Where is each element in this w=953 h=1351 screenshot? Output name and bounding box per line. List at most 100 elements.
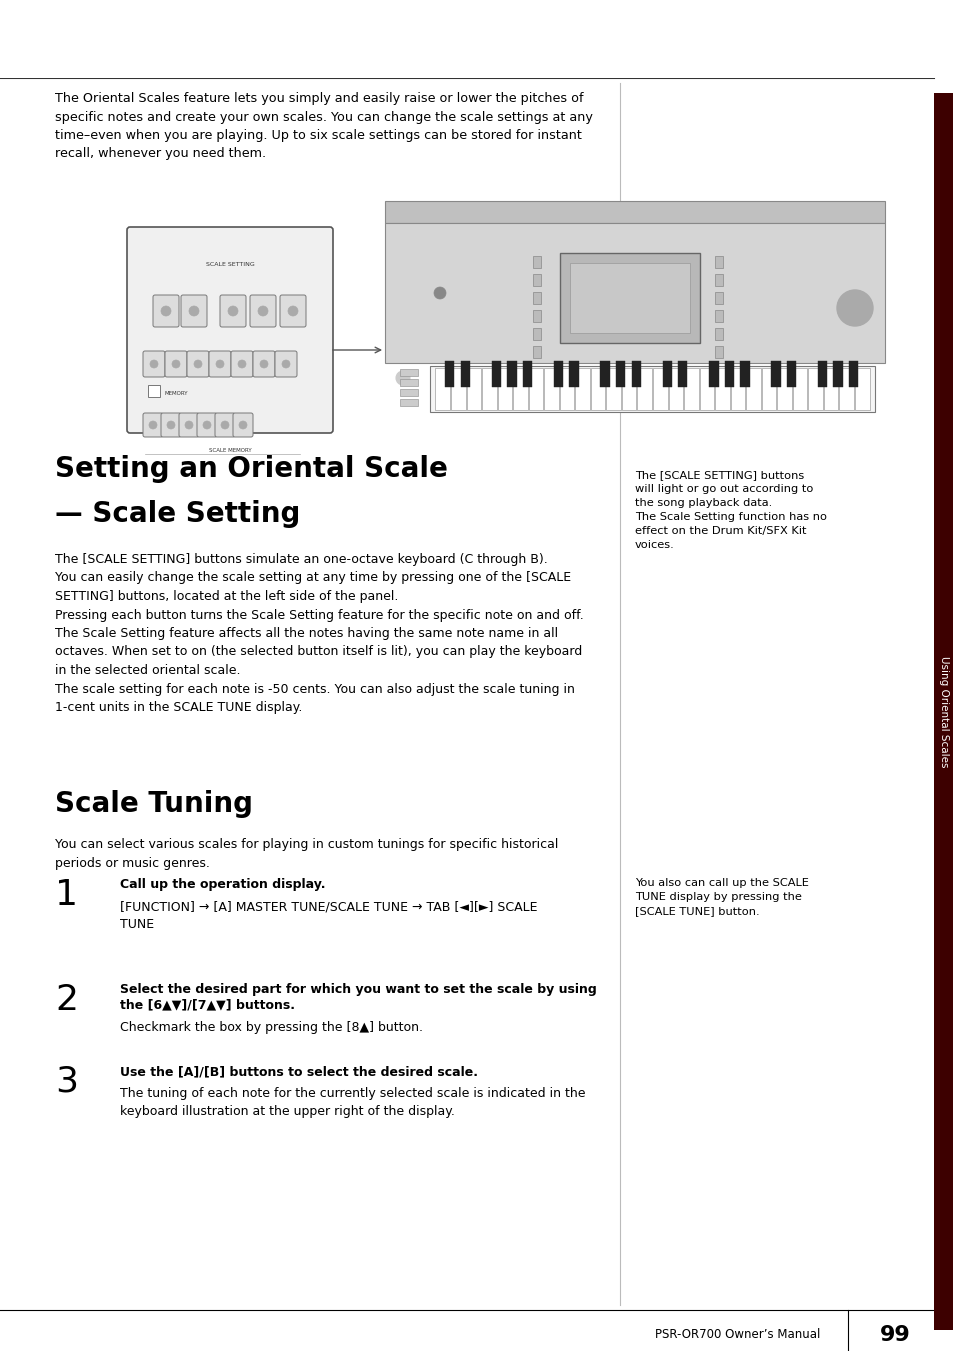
Text: Use the [A]/[B] buttons to select the desired scale.: Use the [A]/[B] buttons to select the de… xyxy=(120,1065,477,1078)
FancyBboxPatch shape xyxy=(161,413,181,436)
Circle shape xyxy=(149,422,157,430)
Bar xyxy=(848,362,858,386)
Circle shape xyxy=(282,359,290,367)
Bar xyxy=(714,292,722,304)
FancyBboxPatch shape xyxy=(250,295,275,327)
FancyBboxPatch shape xyxy=(214,413,234,436)
Bar xyxy=(385,201,884,223)
Text: Setting an Oriental Scale: Setting an Oriental Scale xyxy=(55,455,447,484)
Text: You can select various scales for playing in custom tunings for specific histori: You can select various scales for playin… xyxy=(55,838,558,870)
Bar xyxy=(466,367,480,409)
Bar xyxy=(445,362,454,386)
Bar xyxy=(854,367,868,409)
Text: The Oriental Scales feature lets you simply and easily raise or lower the pitche: The Oriental Scales feature lets you sim… xyxy=(55,92,592,161)
Circle shape xyxy=(189,305,199,316)
Bar xyxy=(760,367,776,409)
FancyBboxPatch shape xyxy=(253,351,274,377)
Bar xyxy=(777,367,791,409)
FancyBboxPatch shape xyxy=(196,413,216,436)
Text: SCALE MEMORY: SCALE MEMORY xyxy=(209,449,251,453)
Bar xyxy=(621,367,636,409)
Bar xyxy=(678,362,687,386)
Bar xyxy=(631,362,640,386)
Bar xyxy=(724,362,733,386)
Bar xyxy=(569,362,578,386)
Circle shape xyxy=(167,422,174,430)
Bar xyxy=(590,367,605,409)
Text: SCALE: SCALE xyxy=(620,281,638,286)
Text: MEMORY: MEMORY xyxy=(165,390,189,396)
Bar xyxy=(554,362,562,386)
Bar xyxy=(714,274,722,286)
Text: 1: 1 xyxy=(55,878,78,912)
Circle shape xyxy=(203,422,211,430)
Bar xyxy=(715,367,729,409)
Text: — Scale Setting/Scale Tuning/Scale Memory: — Scale Setting/Scale Tuning/Scale Memor… xyxy=(462,38,802,53)
FancyBboxPatch shape xyxy=(231,351,253,377)
FancyBboxPatch shape xyxy=(152,295,179,327)
Bar xyxy=(533,309,540,322)
Bar xyxy=(714,346,722,358)
Bar xyxy=(399,389,417,396)
Bar xyxy=(435,367,450,409)
Circle shape xyxy=(215,359,224,367)
Bar xyxy=(533,292,540,304)
Circle shape xyxy=(260,359,268,367)
Bar xyxy=(683,367,698,409)
FancyBboxPatch shape xyxy=(233,413,253,436)
Bar xyxy=(817,362,826,386)
Bar xyxy=(533,346,540,358)
Bar xyxy=(839,367,853,409)
Circle shape xyxy=(193,359,202,367)
Bar xyxy=(699,367,714,409)
Text: Call up the operation display.: Call up the operation display. xyxy=(120,878,325,892)
Bar xyxy=(745,367,760,409)
FancyBboxPatch shape xyxy=(209,351,231,377)
Text: SCALE SETTING: SCALE SETTING xyxy=(206,262,254,267)
Bar xyxy=(792,367,806,409)
Text: Using Oriental Scales: Using Oriental Scales xyxy=(938,655,948,767)
FancyBboxPatch shape xyxy=(280,295,306,327)
Bar xyxy=(708,362,718,386)
Bar xyxy=(513,367,527,409)
Circle shape xyxy=(836,290,872,326)
Text: 6: 6 xyxy=(241,417,244,422)
FancyBboxPatch shape xyxy=(179,413,199,436)
Circle shape xyxy=(237,359,246,367)
Bar xyxy=(652,367,667,409)
FancyBboxPatch shape xyxy=(274,351,296,377)
Bar xyxy=(714,255,722,267)
Bar xyxy=(399,380,417,386)
Bar xyxy=(559,367,574,409)
FancyBboxPatch shape xyxy=(187,351,209,377)
Bar xyxy=(616,362,624,386)
Bar xyxy=(569,263,689,332)
Text: [FUNCTION] → [A] MASTER TUNE/SCALE TUNE → TAB [◄][►] SCALE
TUNE: [FUNCTION] → [A] MASTER TUNE/SCALE TUNE … xyxy=(120,900,537,931)
Circle shape xyxy=(395,372,410,385)
Text: 2: 2 xyxy=(55,984,78,1017)
Text: The [SCALE SETTING] buttons
will light or go out according to
the song playback : The [SCALE SETTING] buttons will light o… xyxy=(635,470,826,550)
FancyBboxPatch shape xyxy=(127,227,333,434)
Text: The tuning of each note for the currently selected scale is indicated in the
key: The tuning of each note for the currentl… xyxy=(120,1088,585,1119)
Text: Scale Tuning: Scale Tuning xyxy=(55,790,253,817)
FancyBboxPatch shape xyxy=(143,351,165,377)
Circle shape xyxy=(228,305,237,316)
Bar xyxy=(662,362,671,386)
Bar xyxy=(399,399,417,407)
Bar xyxy=(933,93,953,1329)
Bar xyxy=(491,362,500,386)
Bar xyxy=(807,367,822,409)
Bar xyxy=(497,367,512,409)
Bar xyxy=(599,362,609,386)
Bar xyxy=(399,369,417,376)
Bar xyxy=(730,367,744,409)
Circle shape xyxy=(434,286,446,299)
Bar xyxy=(714,309,722,322)
Bar xyxy=(606,367,620,409)
Bar xyxy=(823,367,838,409)
FancyBboxPatch shape xyxy=(220,295,246,327)
Bar xyxy=(771,362,780,386)
Bar xyxy=(460,362,470,386)
Bar xyxy=(148,385,160,397)
Bar xyxy=(637,367,651,409)
